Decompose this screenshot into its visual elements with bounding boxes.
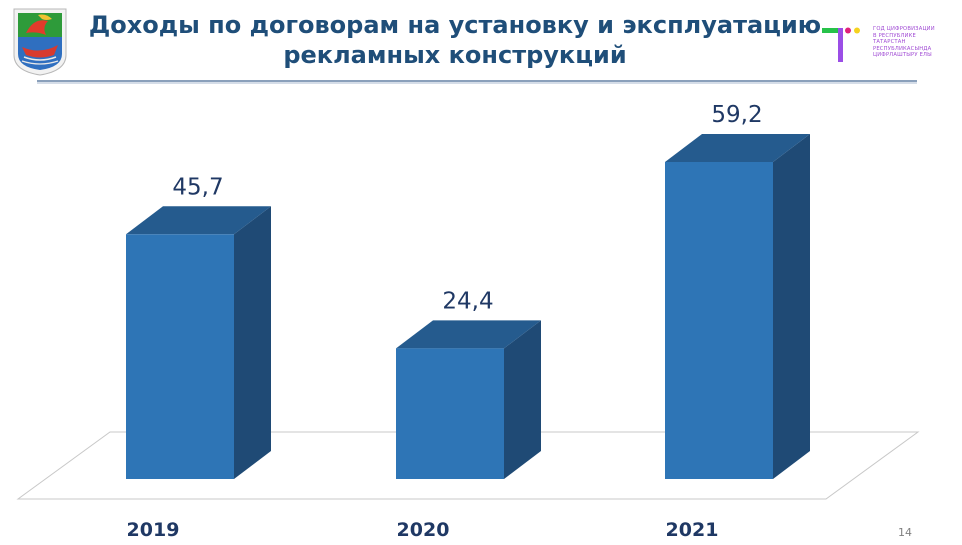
bar-2021 [665,162,773,479]
bar-top-2021 [665,134,810,162]
revenue-bar-chart: 45,7 2019 24,4 2020 59,2 2021 [16,102,920,541]
chart-labels: 45,7 2019 24,4 2020 59,2 2021 [127,102,763,541]
bar-side-2020 [504,320,541,479]
category-label-2019: 2019 [127,519,180,541]
bar-2019 [126,234,234,479]
bar-2020 [396,348,504,479]
category-label-2021: 2021 [666,519,719,541]
category-label-2020: 2020 [397,519,450,541]
title-line-1: Доходы по договорам на установку и экспл… [88,11,822,39]
slide-title: Доходы по договорам на установку и экспл… [70,10,840,70]
bar-side-2021 [773,134,810,479]
data-label-2021: 59,2 [711,102,762,128]
title-divider-shadow [37,82,917,84]
chart-bars [126,134,810,479]
digital-year-logo: ГОД ЦИФРОВИЗАЦИИ В РЕСПУБЛИКЕ ТАТАРСТАН … [820,22,950,66]
digital-year-text: ГОД ЦИФРОВИЗАЦИИ В РЕСПУБЛИКЕ ТАТАРСТАН … [873,26,935,59]
bar-top-2020 [396,320,541,349]
data-label-2020: 24,4 [442,288,493,314]
title-line-2: рекламных конструкций [283,41,627,69]
city-emblem-icon [13,8,67,76]
digital-year-mark-icon [822,27,860,62]
bar-side-2019 [234,206,271,479]
bar-top-2019 [126,206,271,235]
title-divider [37,80,917,82]
data-label-2019: 45,7 [172,174,223,200]
page-number: 14 [898,526,912,539]
